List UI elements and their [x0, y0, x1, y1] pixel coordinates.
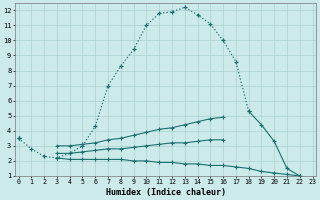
- X-axis label: Humidex (Indice chaleur): Humidex (Indice chaleur): [106, 188, 226, 197]
